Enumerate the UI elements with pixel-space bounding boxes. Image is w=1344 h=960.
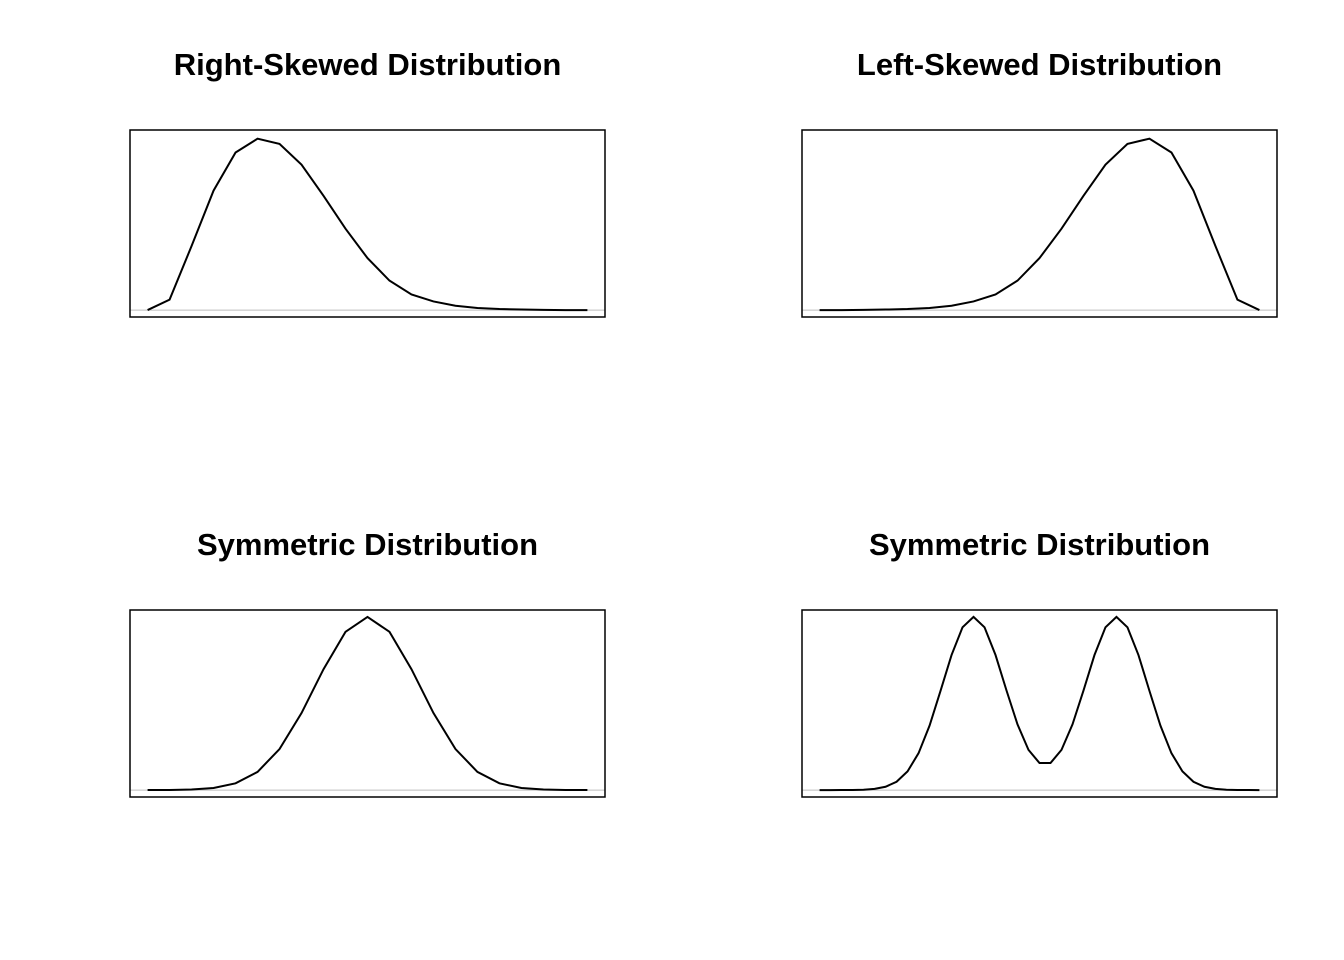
chart-title: Right-Skewed Distribution	[174, 47, 562, 82]
chart-title: Symmetric Distribution	[197, 527, 538, 562]
density-line	[819, 615, 1260, 792]
density-line	[147, 137, 588, 312]
plot-frame	[129, 609, 606, 798]
density-line	[819, 137, 1260, 312]
plot-frame	[801, 609, 1278, 798]
chart-title: Left-Skewed Distribution	[857, 47, 1222, 82]
plot-frame	[129, 129, 606, 318]
density-line	[147, 615, 588, 792]
plot-frame	[801, 129, 1278, 318]
chart-title: Symmetric Distribution	[869, 527, 1210, 562]
